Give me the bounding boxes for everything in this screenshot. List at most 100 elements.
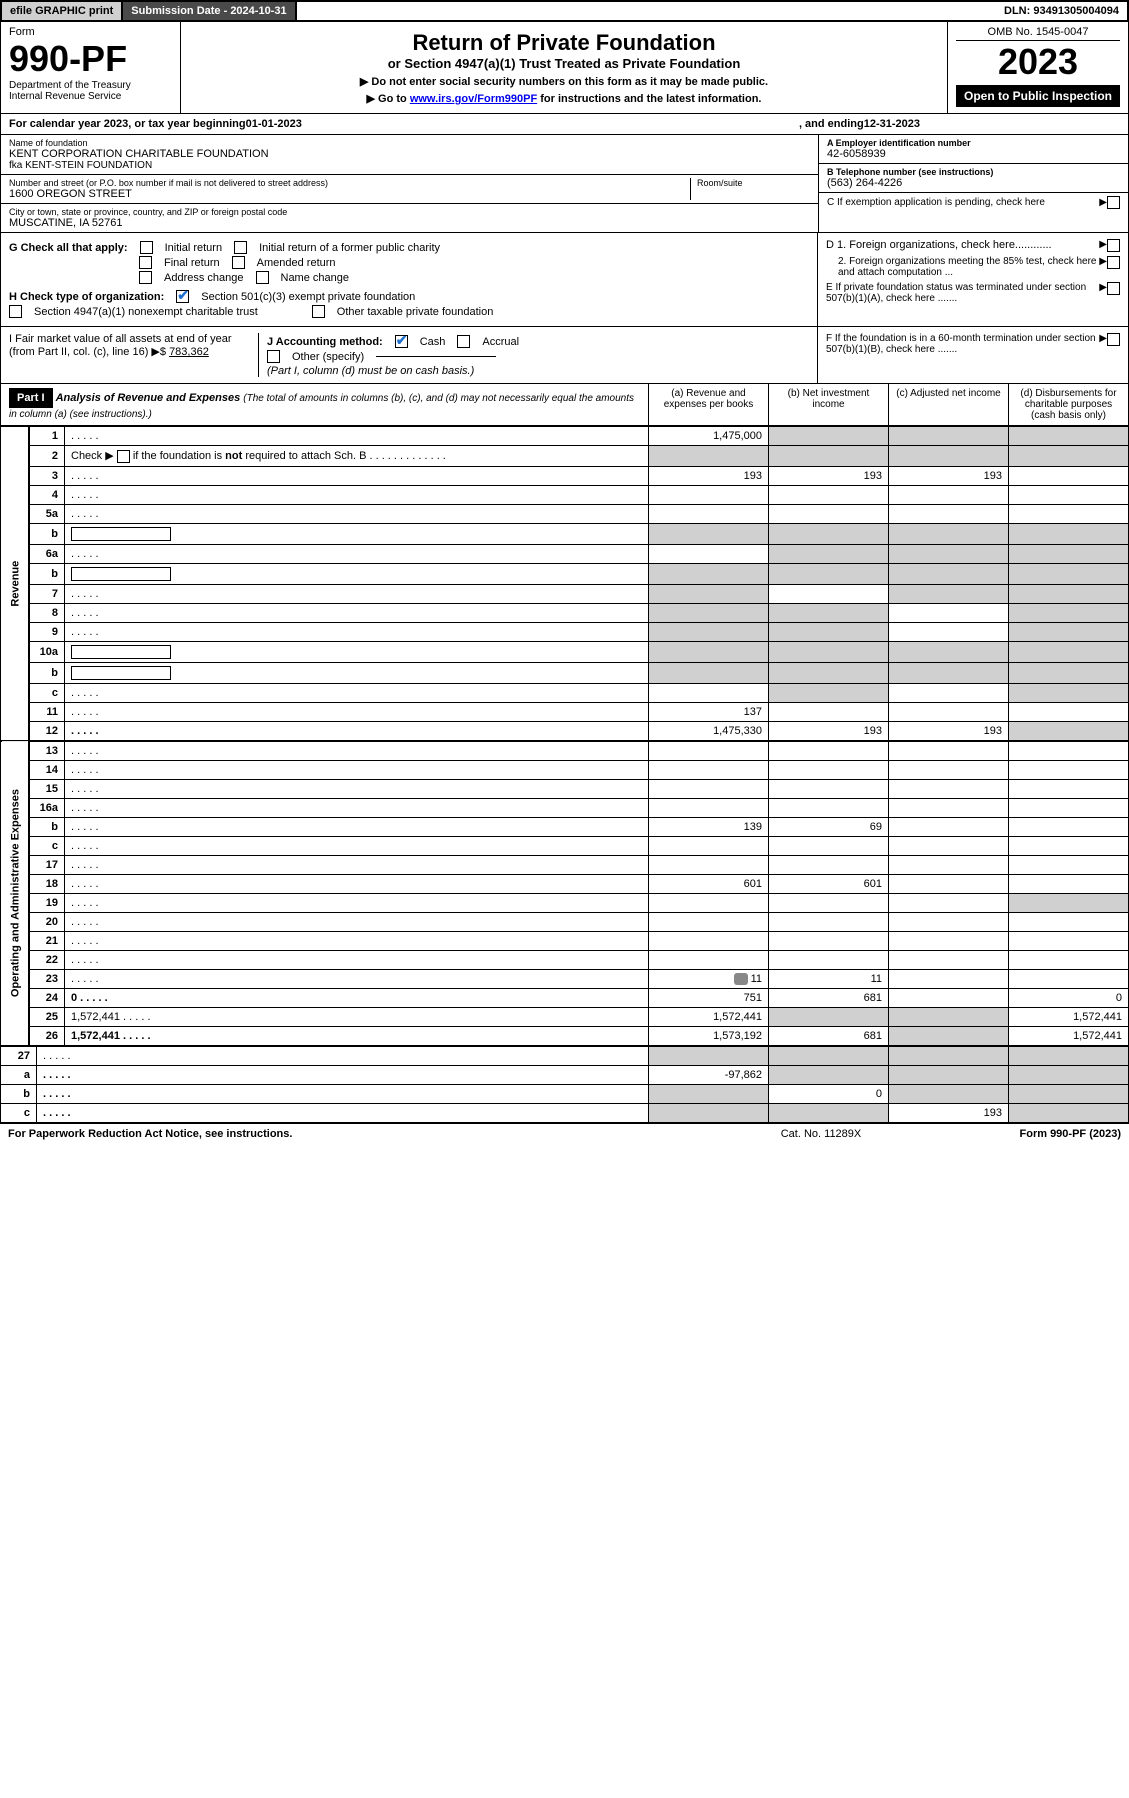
amount-cell [1009, 662, 1129, 683]
g-amended-checkbox[interactable] [232, 256, 245, 269]
omb-number: OMB No. 1545-0047 [956, 26, 1120, 41]
line-description: . . . . . [65, 950, 649, 969]
f-checkbox[interactable] [1107, 333, 1120, 346]
c-checkbox[interactable] [1107, 196, 1120, 209]
amount-cell [1009, 931, 1129, 950]
line-description: . . . . . [65, 466, 649, 485]
e-label: E If private foundation status was termi… [826, 282, 1099, 304]
amount-cell [1009, 641, 1129, 662]
amount-cell [889, 760, 1009, 779]
h-4947-checkbox[interactable] [9, 305, 22, 318]
amount-cell [889, 1007, 1009, 1026]
amount-cell [889, 798, 1009, 817]
amount-cell [769, 603, 889, 622]
amount-cell: 193 [889, 1103, 1009, 1122]
amount-cell: 139 [649, 817, 769, 836]
amount-cell [769, 504, 889, 523]
j-accrual-checkbox[interactable] [457, 335, 470, 348]
amount-cell [889, 836, 1009, 855]
line-description: . . . . . [65, 836, 649, 855]
amount-cell [769, 836, 889, 855]
line-number: b [29, 523, 65, 544]
j-other-checkbox[interactable] [267, 350, 280, 363]
line-description: Check ▶ if the foundation is not require… [65, 446, 649, 467]
amount-cell [889, 584, 1009, 603]
h-other-checkbox[interactable] [312, 305, 325, 318]
amount-cell [889, 817, 1009, 836]
table-row: 17 . . . . . [1, 855, 1129, 874]
amount-cell [769, 760, 889, 779]
amount-cell [649, 485, 769, 504]
line-description: . . . . . [65, 721, 649, 740]
amount-cell [769, 1007, 889, 1026]
foundation-city: MUSCATINE, IA 52761 [9, 217, 810, 229]
table-row: 12 . . . . .1,475,330193193 [1, 721, 1129, 740]
line-number: b [29, 817, 65, 836]
line-number: 23 [29, 969, 65, 988]
h-501c3-checkbox[interactable] [176, 290, 189, 303]
line-description: . . . . . [65, 912, 649, 931]
line-number: 17 [29, 855, 65, 874]
net-table: 27 . . . . .a . . . . .-97,862b . . . . … [0, 1046, 1129, 1123]
amount-cell [769, 779, 889, 798]
line-description [65, 662, 649, 683]
line-number: 10a [29, 641, 65, 662]
amount-cell [889, 1046, 1009, 1065]
line-number: 8 [29, 603, 65, 622]
table-row: 6a . . . . . [1, 544, 1129, 563]
line-number: 2 [29, 446, 65, 467]
table-row: 2Check ▶ if the foundation is not requir… [1, 446, 1129, 467]
form-label: Form [9, 26, 172, 38]
d2-checkbox[interactable] [1107, 256, 1120, 269]
g-initial-checkbox[interactable] [140, 241, 153, 254]
amount-cell [649, 544, 769, 563]
table-row: 240 . . . . .7516810 [1, 988, 1129, 1007]
footer-cat: Cat. No. 11289X [721, 1128, 921, 1140]
d1-checkbox[interactable] [1107, 239, 1120, 252]
amount-cell: 0 [769, 1084, 889, 1103]
g-address-checkbox[interactable] [139, 271, 152, 284]
amount-cell [1009, 584, 1129, 603]
year-end: 12-31-2023 [864, 118, 920, 130]
table-row: b . . . . .0 [1, 1084, 1129, 1103]
form-subtitle: or Section 4947(a)(1) Trust Treated as P… [189, 56, 939, 71]
amount-cell [889, 988, 1009, 1007]
line-description: . . . . . [65, 584, 649, 603]
amount-cell [889, 446, 1009, 467]
g-final-checkbox[interactable] [139, 256, 152, 269]
amount-cell: 1,572,441 [649, 1007, 769, 1026]
amount-cell [889, 950, 1009, 969]
line-number: 16a [29, 798, 65, 817]
e-checkbox[interactable] [1107, 282, 1120, 295]
amount-cell: 193 [889, 721, 1009, 740]
amount-cell [649, 1046, 769, 1065]
col-a-header: (a) Revenue and expenses per books [648, 384, 768, 425]
phone-value: (563) 264-4226 [827, 177, 1120, 189]
amount-cell [649, 563, 769, 584]
ein-label: A Employer identification number [827, 138, 1120, 148]
g-initial-former-checkbox[interactable] [234, 241, 247, 254]
irs-link[interactable]: www.irs.gov/Form990PF [410, 93, 537, 105]
amount-cell [1009, 836, 1129, 855]
amount-cell: 137 [649, 702, 769, 721]
table-row: 19 . . . . . [1, 893, 1129, 912]
form-title: Return of Private Foundation [189, 30, 939, 56]
attachment-icon[interactable] [734, 973, 748, 985]
foundation-addr: 1600 OREGON STREET [9, 188, 690, 200]
table-row: 16a . . . . . [1, 798, 1129, 817]
table-row: 261,572,441 . . . . .1,573,1926811,572,4… [1, 1026, 1129, 1045]
amount-cell [649, 779, 769, 798]
g-name-checkbox[interactable] [256, 271, 269, 284]
footer-form: Form 990-PF (2023) [921, 1128, 1121, 1140]
amount-cell [889, 523, 1009, 544]
form-header: Form 990-PF Department of the Treasury I… [0, 22, 1129, 114]
line-number: c [29, 683, 65, 702]
footer-left: For Paperwork Reduction Act Notice, see … [8, 1128, 721, 1140]
line-number: 18 [29, 874, 65, 893]
j-cash-checkbox[interactable] [395, 335, 408, 348]
amount-cell [769, 950, 889, 969]
amount-cell: 1,475,000 [649, 427, 769, 446]
amount-cell [889, 779, 1009, 798]
amount-cell [649, 760, 769, 779]
amount-cell [1009, 1103, 1129, 1122]
